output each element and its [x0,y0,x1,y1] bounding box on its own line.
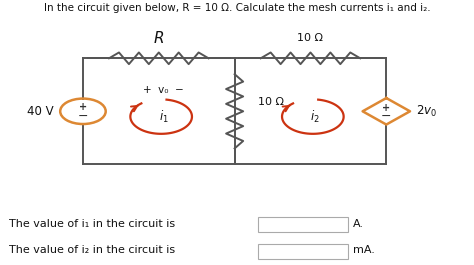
Text: The value of i₂ in the circuit is: The value of i₂ in the circuit is [9,245,175,255]
Text: 10 Ω: 10 Ω [258,97,284,107]
Text: In the circuit given below, R = 10 Ω. Calculate the mesh currents i₁ and i₂.: In the circuit given below, R = 10 Ω. Ca… [44,3,430,13]
Text: 10 Ω: 10 Ω [298,33,323,43]
Text: 40 V: 40 V [27,105,54,118]
Text: +  v₀  −: + v₀ − [143,85,184,95]
Text: −: − [78,109,88,123]
Text: mA.: mA. [353,245,375,255]
Text: R: R [154,31,164,46]
Text: The value of i₁ in the circuit is: The value of i₁ in the circuit is [9,219,175,229]
Text: $i_1$: $i_1$ [159,109,168,125]
Text: A.: A. [353,219,364,229]
Text: +: + [382,103,391,113]
FancyBboxPatch shape [258,217,348,232]
FancyBboxPatch shape [258,244,348,259]
Text: +: + [79,102,87,112]
Text: $2v_0$: $2v_0$ [416,104,437,119]
Text: $i_2$: $i_2$ [310,109,320,125]
Text: −: − [381,109,392,123]
